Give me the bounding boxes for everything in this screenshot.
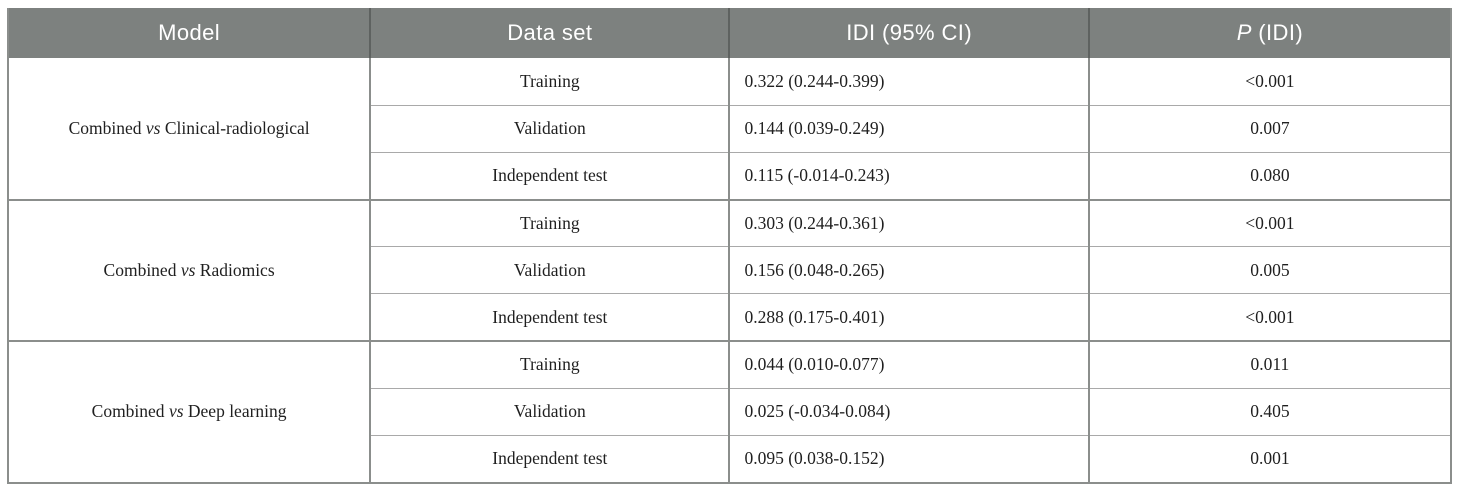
idi-results-table: Model Data set IDI (95% CI) P (IDI) Comb… bbox=[7, 8, 1452, 484]
p-value-cell: 0.005 bbox=[1087, 246, 1451, 294]
header-idi: IDI (95% CI) bbox=[728, 8, 1089, 58]
table-body: Combined vs Clinical-radiological Traini… bbox=[8, 58, 1451, 483]
dataset-cell: Training bbox=[369, 58, 730, 106]
table-row: Independent test 0.288 (0.175-0.401) <0.… bbox=[8, 293, 1451, 342]
p-value-cell: 0.007 bbox=[1087, 104, 1451, 153]
idi-value-cell: 0.095 (0.038-0.152) bbox=[728, 434, 1089, 483]
model-name-prefix: Combined bbox=[103, 259, 181, 280]
p-value-cell: <0.001 bbox=[1087, 58, 1451, 106]
dataset-cell: Training bbox=[369, 340, 730, 389]
model-name-prefix: Combined bbox=[91, 401, 169, 422]
idi-value-cell: 0.322 (0.244-0.399) bbox=[728, 58, 1089, 106]
table-row: Independent test 0.095 (0.038-0.152) 0.0… bbox=[8, 434, 1451, 483]
p-value-cell: 0.011 bbox=[1087, 340, 1451, 389]
table-row: Combined vs Deep learning Training 0.044… bbox=[8, 340, 1451, 483]
table-row: Validation 0.144 (0.039-0.249) 0.007 bbox=[8, 104, 1451, 153]
model-cell: Combined vs Deep learning bbox=[8, 340, 371, 483]
dataset-cell: Validation bbox=[369, 246, 730, 294]
model-name-suffix: Radiomics bbox=[195, 259, 275, 280]
idi-value-cell: 0.288 (0.175-0.401) bbox=[728, 293, 1089, 342]
idi-value-cell: 0.144 (0.039-0.249) bbox=[728, 104, 1089, 153]
dataset-cell: Training bbox=[369, 198, 730, 247]
table-row: Validation 0.025 (-0.034-0.084) 0.405 bbox=[8, 387, 1451, 436]
dataset-cell: Independent test bbox=[369, 434, 730, 483]
dataset-cell: Validation bbox=[369, 104, 730, 153]
table-header: Model Data set IDI (95% CI) P (IDI) bbox=[8, 8, 1451, 58]
header-p-symbol: P bbox=[1236, 20, 1252, 45]
model-name-prefix: Combined bbox=[68, 117, 146, 138]
model-name-suffix: Deep learning bbox=[183, 401, 287, 422]
p-value-cell: 0.001 bbox=[1087, 434, 1451, 483]
dataset-cell: Validation bbox=[369, 387, 730, 436]
idi-value-cell: 0.303 (0.244-0.361) bbox=[728, 198, 1089, 247]
table-row: Combined vs Radiomics Training 0.303 (0.… bbox=[8, 198, 1451, 342]
header-model: Model bbox=[8, 8, 371, 58]
p-value-cell: 0.405 bbox=[1087, 387, 1451, 436]
model-cell: Combined vs Clinical-radiological bbox=[8, 58, 370, 200]
p-value-cell: <0.001 bbox=[1087, 293, 1451, 342]
header-row: Model Data set IDI (95% CI) P (IDI) bbox=[8, 8, 1451, 58]
header-dataset: Data set bbox=[369, 8, 730, 58]
dataset-cell: Independent test bbox=[369, 151, 730, 200]
model-cell: Combined vs Radiomics bbox=[8, 198, 371, 342]
idi-value-cell: 0.044 (0.010-0.077) bbox=[728, 340, 1089, 389]
model-vs: vs bbox=[145, 117, 161, 138]
dataset-cell: Independent test bbox=[369, 293, 730, 342]
header-p-suffix: (IDI) bbox=[1251, 20, 1304, 45]
table-row: Combined vs Clinical-radiological Traini… bbox=[8, 58, 1451, 138]
p-value-cell: <0.001 bbox=[1087, 198, 1451, 247]
idi-value-cell: 0.025 (-0.034-0.084) bbox=[728, 387, 1089, 436]
idi-value-cell: 0.156 (0.048-0.265) bbox=[728, 246, 1089, 294]
model-vs: vs bbox=[168, 401, 184, 422]
model-name-suffix: Clinical-radiological bbox=[160, 117, 310, 138]
table-row: Independent test 0.115 (-0.014-0.243) 0.… bbox=[8, 151, 1451, 200]
model-vs: vs bbox=[180, 259, 196, 280]
idi-value-cell: 0.115 (-0.014-0.243) bbox=[728, 151, 1089, 200]
table-row: Validation 0.156 (0.048-0.265) 0.005 bbox=[8, 246, 1451, 294]
header-p: P (IDI) bbox=[1087, 8, 1451, 58]
p-value-cell: 0.080 bbox=[1087, 151, 1451, 200]
